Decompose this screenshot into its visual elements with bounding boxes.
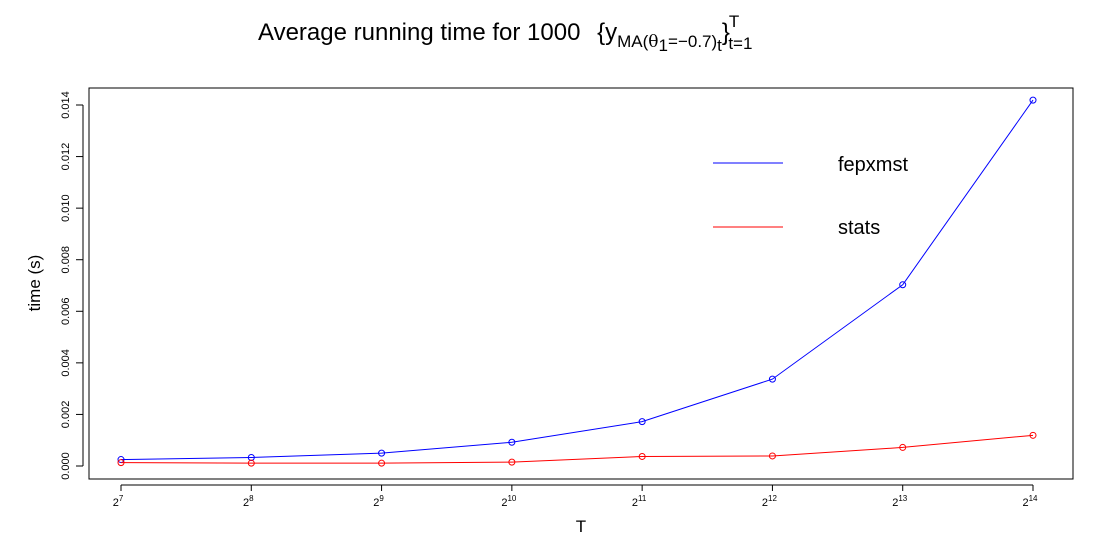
x-tick-label: 213 <box>892 494 908 509</box>
x-tick-label: 211 <box>632 494 647 509</box>
data-point-stats <box>899 443 907 451</box>
x-axis-title: T <box>576 517 586 536</box>
x-tick-label: 28 <box>243 494 254 509</box>
x-axis-ticks: 27 28 29 210 211 212 213 214 <box>113 485 1038 509</box>
y-axis-title: time (s) <box>25 255 44 312</box>
data-point-stats <box>247 459 255 467</box>
data-point-stats <box>768 452 776 460</box>
data-point-fepxmst <box>1029 96 1037 104</box>
y-tick-label: 0.002 <box>60 401 72 429</box>
series-line-stats <box>120 434 1034 464</box>
y-tick-label: 0.014 <box>60 91 72 119</box>
data-point-fepxmst <box>508 438 516 446</box>
data-point-stats <box>117 459 125 467</box>
y-tick-label: 0.004 <box>60 349 72 377</box>
x-tick-label: 27 <box>113 494 124 509</box>
legend: fepxmst stats <box>713 154 908 239</box>
data-point-stats <box>378 459 386 467</box>
series-line-fepxmst <box>120 99 1034 461</box>
series-layer <box>117 96 1037 467</box>
data-point-stats <box>1029 431 1037 439</box>
data-point-fepxmst <box>378 449 386 457</box>
y-tick-label: 0.012 <box>60 143 72 171</box>
legend-label-stats: stats <box>838 217 880 239</box>
legend-label-fepxmst: fepxmst <box>838 154 908 176</box>
y-tick-label: 0.008 <box>60 246 72 274</box>
data-point-stats <box>508 458 516 466</box>
data-point-stats <box>638 452 646 460</box>
x-tick-label: 210 <box>501 494 517 509</box>
plot-frame <box>88 87 1074 480</box>
chart-title: Average running time for 1000 {yMA(θ1=−0… <box>258 12 752 55</box>
x-tick-label: 29 <box>373 494 384 509</box>
y-tick-label: 0.000 <box>60 452 72 480</box>
x-tick-label: 214 <box>1022 494 1038 509</box>
data-point-fepxmst <box>638 418 646 426</box>
y-tick-label: 0.006 <box>60 298 72 326</box>
y-tick-label: 0.010 <box>60 194 72 222</box>
data-point-fepxmst <box>117 456 125 464</box>
y-axis-ticks: 0.000 0.002 0.004 0.006 0.008 0.010 0.012 0.014 <box>60 91 83 480</box>
x-tick-label: 212 <box>762 494 778 509</box>
data-point-fepxmst <box>899 281 907 289</box>
data-point-fepxmst <box>768 375 776 383</box>
